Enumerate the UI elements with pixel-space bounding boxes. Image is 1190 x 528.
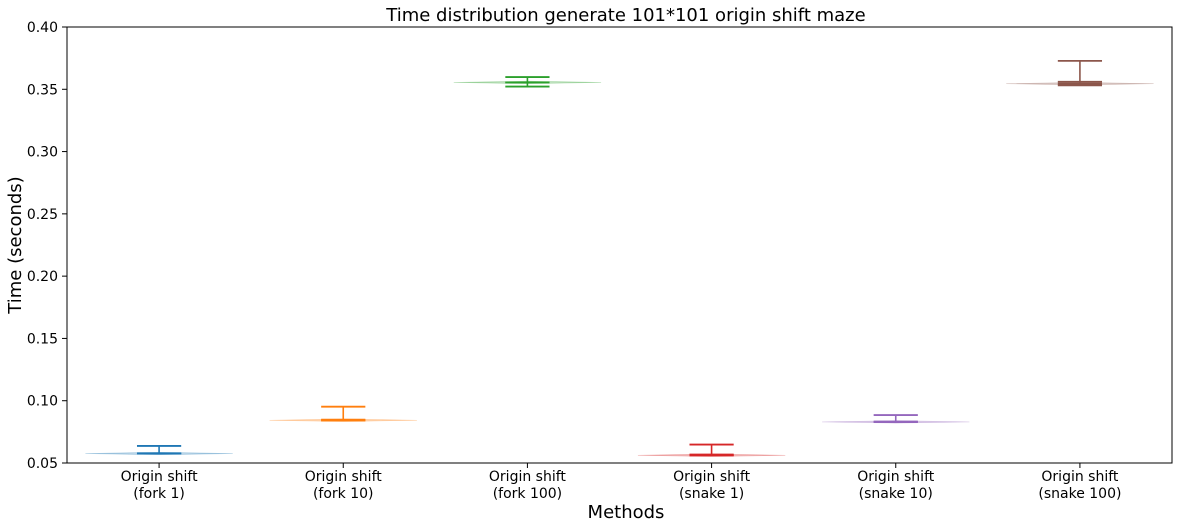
violin-group [85, 445, 233, 456]
y-tick-label: 0.35 [27, 82, 58, 98]
x-tick-label: Origin shift (fork 10) [305, 469, 383, 502]
x-tick-label: Origin shift (snake 100) [1038, 469, 1121, 502]
y-tick-label: 0.25 [27, 207, 58, 223]
x-axis-label: Methods [588, 502, 665, 523]
y-axis: 0.05 0.10 0.15 0.20 0.25 0.30 0.35 0.40 [27, 20, 67, 472]
x-tick-label: Origin shift (snake 10) [857, 469, 935, 502]
violin-group [453, 76, 602, 88]
y-tick-label: 0.15 [27, 331, 58, 347]
y-tick-label: 0.20 [27, 269, 58, 285]
y-tick-label: 0.10 [27, 394, 58, 410]
y-tick-label: 0.30 [27, 145, 58, 161]
plot-area [85, 59, 1154, 457]
plot-frame [66, 26, 1173, 464]
y-axis-label: Time (seconds) [5, 176, 26, 314]
y-tick-label: 0.05 [27, 456, 58, 472]
x-tick-label: Origin shift (snake 1) [673, 469, 751, 502]
violin-group [637, 443, 786, 457]
violin-group [1006, 59, 1154, 87]
y-tick-label: 0.40 [27, 20, 58, 36]
chart-title: Time distribution generate 101*101 origi… [385, 5, 865, 26]
x-tick-label: Origin shift (fork 100) [489, 469, 567, 502]
x-axis: Origin shift (fork 1) Origin shift (fork 10… [121, 463, 1121, 502]
violin-group [822, 414, 970, 424]
violin-group [269, 405, 417, 422]
x-tick-label: Origin shift (fork 1) [121, 469, 199, 502]
